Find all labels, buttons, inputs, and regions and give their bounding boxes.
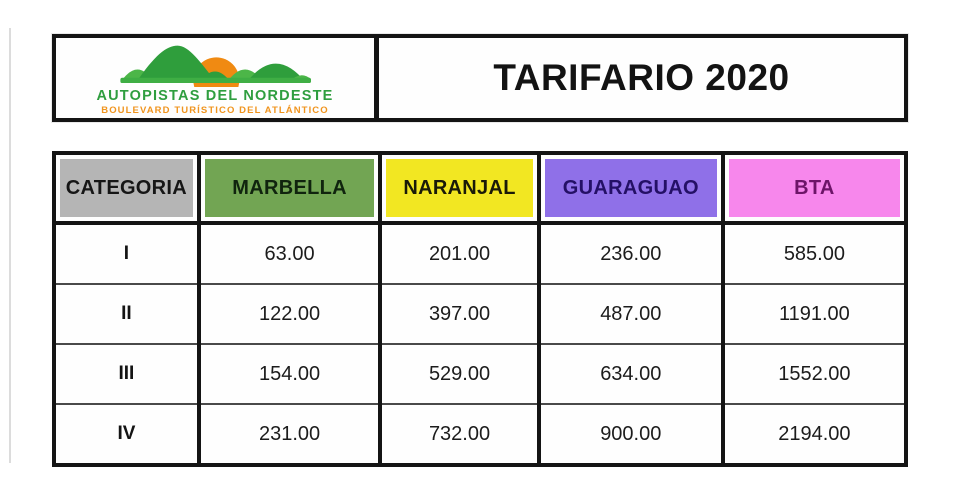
column-header-marbella: MARBELLA [196, 153, 381, 225]
category-cell: I [54, 223, 199, 284]
column-header-naranjal: NARANJAL [378, 153, 539, 225]
tariff-value-cell: 1191.00 [720, 283, 906, 344]
company-logo: AUTOPISTAS DEL NORDESTE BOULEVARD TURÍST… [56, 38, 379, 118]
tariff-value-cell: 732.00 [378, 403, 539, 465]
tariff-table-container: CATEGORIA MARBELLA NARANJAL GUARAGUAO BT… [52, 151, 908, 467]
tariff-value-cell: 231.00 [196, 403, 381, 465]
page-title: TARIFARIO 2020 [493, 57, 790, 98]
table-row: IV 231.00 732.00 900.00 2194.00 [54, 403, 906, 465]
tariff-value-cell: 1552.00 [720, 343, 906, 404]
tariff-value-cell: 487.00 [536, 283, 723, 344]
column-header-categoria: CATEGORIA [54, 153, 199, 225]
tariff-value-cell: 397.00 [378, 283, 539, 344]
table-row: III 154.00 529.00 634.00 1552.00 [54, 343, 906, 404]
tariff-value-cell: 900.00 [536, 403, 723, 465]
company-tagline: BOULEVARD TURÍSTICO DEL ATLÁNTICO [101, 105, 329, 117]
column-header-bta: BTA [720, 153, 906, 225]
tariff-value-cell: 63.00 [196, 223, 381, 284]
tariff-value-cell: 122.00 [196, 283, 381, 344]
tariff-value-cell: 2194.00 [720, 403, 906, 465]
table-row: I 63.00 201.00 236.00 585.00 [54, 223, 906, 284]
tariff-value-cell: 634.00 [536, 343, 723, 404]
table-header-row: CATEGORIA MARBELLA NARANJAL GUARAGUAO BT… [54, 153, 906, 225]
tariff-value-cell: 529.00 [378, 343, 539, 404]
tariff-value-cell: 154.00 [196, 343, 381, 404]
mountains-sun-logo-icon [120, 46, 311, 88]
category-cell: III [54, 343, 199, 404]
tariff-value-cell: 585.00 [720, 223, 906, 284]
tariff-value-cell: 201.00 [378, 223, 539, 284]
column-header-guaraguao: GUARAGUAO [536, 153, 723, 225]
photo-edge-artifact [9, 28, 11, 463]
company-name: AUTOPISTAS DEL NORDESTE [96, 88, 334, 105]
tariff-value-cell: 236.00 [536, 223, 723, 284]
table-row: II 122.00 397.00 487.00 1191.00 [54, 283, 906, 344]
title-cell: TARIFARIO 2020 [379, 38, 904, 118]
category-cell: II [54, 283, 199, 344]
header-banner: AUTOPISTAS DEL NORDESTE BOULEVARD TURÍST… [52, 34, 908, 122]
tariff-table: CATEGORIA MARBELLA NARANJAL GUARAGUAO BT… [52, 151, 908, 467]
category-cell: IV [54, 403, 199, 465]
